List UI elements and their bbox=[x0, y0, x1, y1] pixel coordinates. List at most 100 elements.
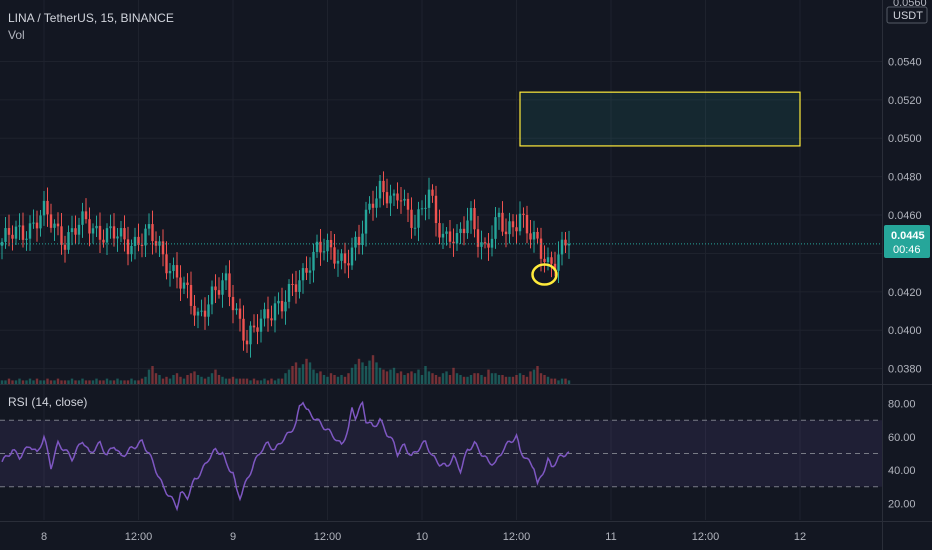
volume-bar bbox=[46, 378, 49, 384]
volume-bar bbox=[74, 380, 77, 384]
candle-body bbox=[347, 263, 350, 266]
volume-bar bbox=[11, 380, 14, 384]
volume-bar bbox=[126, 380, 130, 384]
volume-bar bbox=[504, 376, 508, 384]
candle-body bbox=[501, 212, 504, 232]
volume-bar bbox=[532, 369, 536, 384]
volume-bar bbox=[14, 380, 18, 384]
volume-bar bbox=[364, 366, 368, 384]
candle-body bbox=[410, 209, 413, 228]
candle bbox=[291, 273, 294, 296]
volume-bar bbox=[448, 375, 452, 384]
candle-body bbox=[550, 257, 553, 264]
volume-bar bbox=[217, 375, 221, 384]
candle bbox=[217, 277, 221, 299]
candle bbox=[368, 196, 371, 214]
candle bbox=[522, 207, 525, 228]
candle-body bbox=[518, 213, 522, 232]
candle-body bbox=[424, 207, 427, 209]
rsi-legend[interactable]: RSI (14, close) bbox=[8, 395, 88, 409]
volume-bar bbox=[459, 375, 462, 384]
candle-body bbox=[263, 309, 266, 319]
time-tick-label: 8 bbox=[41, 531, 47, 543]
candle-body bbox=[350, 247, 354, 266]
candle-body bbox=[74, 228, 77, 235]
candle bbox=[378, 175, 382, 208]
candle bbox=[329, 230, 333, 260]
volume-bar bbox=[207, 376, 210, 384]
volume-bar bbox=[137, 380, 140, 384]
candle bbox=[312, 243, 315, 283]
candle bbox=[175, 252, 179, 289]
volume-bar bbox=[105, 378, 109, 384]
price-tick-label: 0.0380 bbox=[888, 364, 922, 376]
candle-body bbox=[315, 241, 319, 252]
candle bbox=[441, 223, 445, 250]
candle-body bbox=[224, 273, 228, 281]
candle bbox=[315, 234, 319, 258]
candle bbox=[280, 287, 284, 319]
volume-bar bbox=[385, 371, 389, 384]
volume-bar bbox=[193, 371, 196, 384]
volume-bar bbox=[294, 362, 298, 384]
volume-bar bbox=[60, 380, 63, 384]
candle-body bbox=[487, 243, 490, 248]
symbol-legend[interactable]: LINA / TetherUS, 15, BINANCE bbox=[8, 11, 174, 25]
volume-bar bbox=[480, 375, 483, 384]
candle-body bbox=[235, 308, 238, 311]
price-tick-label: 0.0420 bbox=[888, 287, 922, 299]
candle bbox=[508, 212, 511, 244]
candle bbox=[203, 297, 207, 330]
volume-bar bbox=[42, 380, 46, 384]
candle bbox=[67, 225, 70, 254]
candle-body bbox=[133, 236, 137, 246]
volume-bar bbox=[116, 378, 119, 384]
candle-body bbox=[364, 209, 368, 234]
candle bbox=[81, 202, 84, 238]
candle bbox=[98, 212, 102, 253]
candle bbox=[189, 271, 193, 315]
volume-bar bbox=[67, 380, 70, 384]
candle bbox=[557, 241, 560, 283]
candle bbox=[466, 207, 469, 239]
volume-bar bbox=[35, 378, 39, 384]
volume-bar bbox=[564, 378, 567, 384]
candle bbox=[49, 203, 53, 233]
candle bbox=[518, 201, 522, 236]
volume-bar bbox=[39, 380, 42, 384]
candle bbox=[35, 210, 39, 242]
candle-body bbox=[273, 303, 277, 321]
candle bbox=[326, 233, 329, 262]
volume-bar bbox=[420, 375, 424, 384]
candle bbox=[266, 296, 270, 332]
candle-body bbox=[392, 193, 396, 196]
volume-legend[interactable]: Vol bbox=[8, 28, 25, 42]
candle-body bbox=[399, 200, 403, 202]
candle bbox=[186, 273, 189, 299]
candle bbox=[410, 197, 413, 239]
volume-bar bbox=[431, 373, 434, 384]
candle bbox=[319, 229, 322, 266]
candle-body bbox=[385, 192, 389, 204]
volume-bar bbox=[497, 375, 501, 384]
candle-body bbox=[144, 228, 147, 246]
volume-bar bbox=[151, 366, 154, 384]
candle-body bbox=[210, 286, 214, 305]
candle bbox=[445, 226, 448, 246]
volume-bar bbox=[424, 366, 427, 384]
volume-bar bbox=[301, 364, 305, 384]
volume-bar bbox=[357, 358, 361, 384]
candle-body bbox=[182, 282, 186, 289]
time-axis: 8 12:00 9 12:00 10 12:00 11 12:00 12 bbox=[41, 531, 806, 543]
candle-body bbox=[361, 233, 364, 246]
volume-bar bbox=[546, 376, 550, 384]
volume-bar bbox=[539, 373, 543, 384]
candle bbox=[39, 209, 42, 237]
candle-body bbox=[322, 251, 326, 253]
candle-body bbox=[70, 228, 74, 233]
candle bbox=[42, 191, 46, 226]
volume-bar bbox=[0, 380, 4, 384]
volume-bar bbox=[147, 369, 151, 384]
candle-body bbox=[284, 301, 287, 312]
candle-body bbox=[277, 300, 280, 304]
